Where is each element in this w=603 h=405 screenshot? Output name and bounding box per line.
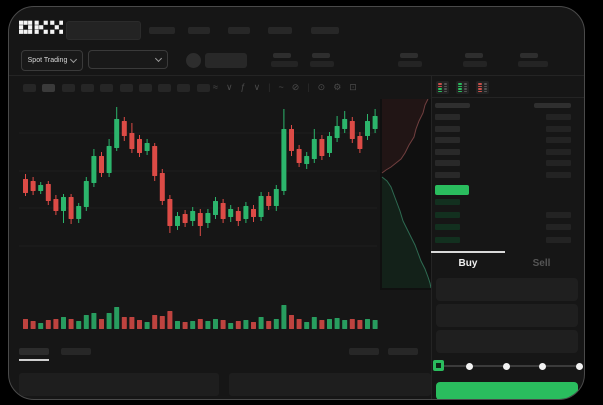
stat-label-placeholder	[273, 53, 291, 58]
stat-value-placeholder	[398, 61, 422, 67]
tab-sell-label: Sell	[532, 257, 551, 269]
chevron-down-icon[interactable]: ∨	[253, 82, 261, 92]
orderbook-col-header-amount	[534, 103, 571, 108]
bid-amount-placeholder[interactable]	[546, 224, 571, 231]
timeframe-button[interactable]	[100, 84, 114, 92]
slider-stop-dot[interactable]	[539, 363, 546, 370]
ask-price-placeholder[interactable]	[435, 171, 460, 178]
bid-price-placeholder[interactable]	[435, 237, 460, 244]
slider-stop-dot[interactable]	[575, 363, 583, 370]
timeframe-button[interactable]	[23, 84, 36, 92]
ask-amount-placeholder[interactable]	[546, 125, 571, 132]
tab-buy[interactable]: Buy	[431, 251, 505, 275]
settings-gear-icon[interactable]: ⚙	[333, 82, 342, 92]
footer-link[interactable]	[388, 348, 418, 355]
timeframe-button[interactable]	[158, 84, 172, 92]
nav-item-placeholder[interactable]	[188, 27, 210, 34]
tab-buy-label: Buy	[458, 257, 478, 269]
ask-price-placeholder[interactable]	[435, 114, 460, 120]
market-type-selector[interactable]: Spot Trading	[21, 50, 83, 71]
pair-icon	[186, 53, 201, 68]
bottom-panel-right	[229, 373, 431, 396]
nav-item-placeholder[interactable]	[268, 27, 292, 34]
search-input[interactable]	[66, 21, 141, 40]
bid-price-placeholder[interactable]	[435, 199, 460, 205]
nav-item-placeholder[interactable]	[149, 27, 175, 34]
stat-value-placeholder	[271, 61, 298, 67]
orderbook-col-header-price	[435, 103, 470, 108]
ask-amount-placeholder[interactable]	[546, 114, 571, 120]
amount-input[interactable]	[436, 304, 578, 327]
chevron-down-icon[interactable]: ∨	[225, 82, 233, 92]
fullscreen-icon[interactable]: ⊡	[349, 82, 357, 92]
okx-logo	[19, 20, 63, 34]
ask-price-placeholder[interactable]	[435, 160, 460, 166]
bid-price-placeholder[interactable]	[435, 224, 460, 231]
slider-stop-dot[interactable]	[502, 363, 510, 370]
stat-value-placeholder	[463, 61, 487, 67]
orderbook-bids-icon[interactable]	[456, 81, 469, 94]
chart-tools: ≈ ∨ ƒ ∨ | ~ ⊘ | ⊙ ⚙ ⊡	[213, 80, 357, 94]
ask-amount-placeholder[interactable]	[546, 160, 571, 166]
chart-bottom-tab-active[interactable]	[19, 348, 49, 355]
stat-value-placeholder	[310, 61, 334, 67]
orderbook-last-price[interactable]	[435, 185, 469, 195]
stat-label-placeholder	[465, 53, 483, 58]
ask-amount-placeholder[interactable]	[546, 148, 571, 155]
price-input[interactable]	[436, 278, 578, 301]
bid-amount-placeholder[interactable]	[546, 211, 571, 218]
toolbar-divider: |	[268, 82, 271, 92]
line-tool-icon[interactable]: ~	[278, 82, 284, 92]
candlestick-chart[interactable]	[19, 99, 431, 339]
market-type-label: Spot Trading	[27, 57, 68, 64]
timeframe-button[interactable]	[177, 84, 191, 92]
function-icon[interactable]: ƒ	[240, 82, 246, 92]
timeframe-button[interactable]	[61, 84, 75, 92]
footer-link[interactable]	[349, 348, 379, 355]
target-icon[interactable]: ⊙	[317, 82, 326, 92]
nav-item-placeholder[interactable]	[311, 27, 339, 34]
active-tab-underline	[19, 359, 49, 361]
bottom-panel-left	[19, 373, 219, 396]
bid-price-placeholder[interactable]	[435, 211, 460, 218]
app-window: Spot Trading ≈ ∨ ƒ ∨ | ~ ⊘ | ⊙ ⚙ ⊡ Buy Sell	[8, 6, 585, 400]
eraser-icon[interactable]: ⊘	[291, 82, 300, 92]
timeframe-button[interactable]	[138, 84, 152, 92]
stat-label-placeholder	[312, 53, 330, 58]
ask-price-placeholder[interactable]	[435, 125, 460, 132]
nav-item-placeholder[interactable]	[228, 27, 250, 34]
buy-submit-button[interactable]	[436, 382, 578, 399]
stat-label-placeholder	[520, 53, 538, 58]
stat-value-placeholder	[518, 61, 548, 67]
orderbook-combined-icon[interactable]	[436, 81, 449, 94]
slider-stop-dot[interactable]	[466, 363, 473, 370]
toolbar-divider: |	[307, 82, 310, 92]
total-input[interactable]	[436, 330, 578, 353]
chart-bottom-tab[interactable]	[61, 348, 91, 355]
ask-amount-placeholder[interactable]	[546, 137, 571, 143]
ask-price-placeholder[interactable]	[435, 137, 460, 143]
timeframe-button[interactable]	[42, 84, 56, 92]
pair-name-placeholder[interactable]	[205, 53, 247, 68]
chevron-down-icon	[154, 54, 163, 63]
timeframe-button[interactable]	[119, 84, 133, 92]
chevron-down-icon	[70, 55, 78, 64]
tab-sell[interactable]: Sell	[505, 251, 578, 275]
ask-price-placeholder[interactable]	[435, 148, 460, 155]
amount-slider-handle[interactable]	[433, 360, 444, 371]
timeframe-button[interactable]	[196, 84, 210, 92]
indicator-icon[interactable]: ≈	[213, 82, 218, 92]
ask-amount-placeholder[interactable]	[546, 171, 571, 178]
orderbook-asks-icon[interactable]	[476, 81, 489, 94]
bid-amount-placeholder[interactable]	[546, 237, 571, 244]
stat-label-placeholder	[400, 53, 418, 58]
timeframe-button[interactable]	[80, 84, 94, 92]
pair-selector[interactable]	[88, 50, 168, 69]
